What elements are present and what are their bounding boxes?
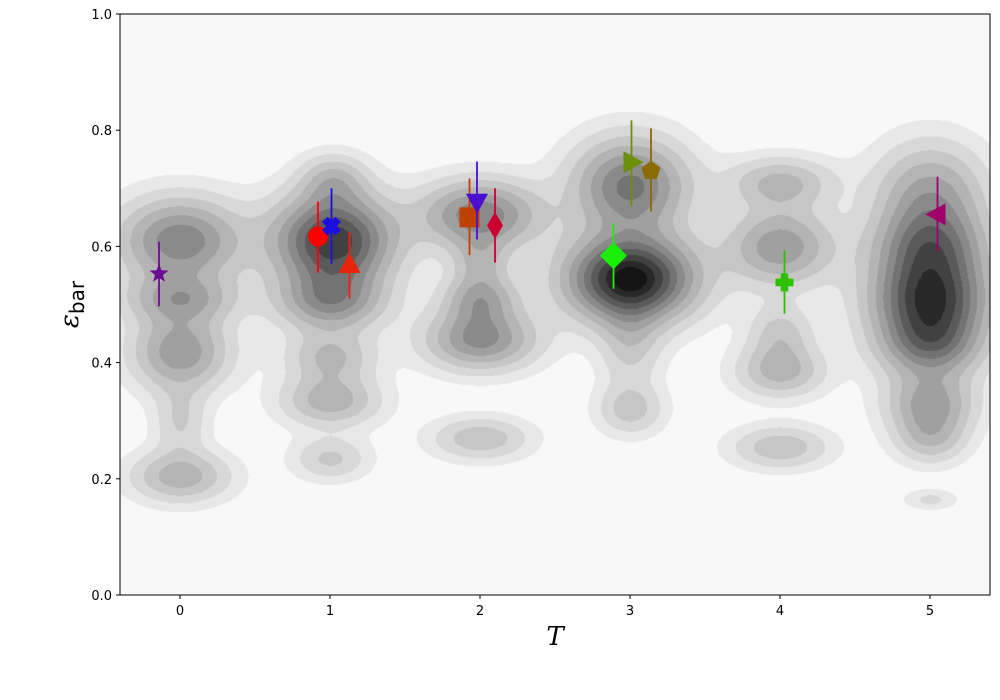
- marker-pentagon: [641, 160, 661, 179]
- marker-triangle-up: [338, 253, 361, 273]
- axis-ticks: 0 1 2 3 4 5 0.0 0.2 0.4 0.6 0.8 1.0: [91, 8, 934, 619]
- marker-triangle-right: [623, 151, 644, 174]
- x-tick-label: 3: [626, 604, 634, 619]
- marker-triangle-down: [466, 193, 488, 214]
- plot-frame: [119, 13, 991, 596]
- y-tick-label: 0.2: [91, 473, 112, 488]
- y-axis-label-sub: bar: [65, 280, 89, 314]
- marker-diamond: [600, 242, 627, 270]
- marker-x: [322, 216, 341, 236]
- x-tick-label: 1: [326, 604, 334, 619]
- marker-plus: [775, 273, 794, 292]
- marker-star: [149, 263, 169, 282]
- marker-triangle-left: [925, 203, 946, 226]
- x-tick-label: 4: [776, 604, 784, 619]
- x-tick-label: 2: [476, 604, 484, 619]
- x-tick-label: 5: [926, 604, 934, 619]
- y-tick-label: 1.0: [91, 8, 112, 23]
- density-contour-background: [120, 14, 990, 595]
- data-markers: [149, 120, 946, 314]
- marker-square: [459, 207, 480, 228]
- y-tick-label: 0.6: [91, 240, 112, 255]
- y-tick-label: 0.4: [91, 357, 112, 372]
- density-image: [120, 14, 990, 595]
- x-axis-label: T: [546, 622, 565, 652]
- x-tick-label: 0: [176, 604, 184, 619]
- marker-circle: [308, 226, 328, 247]
- y-tick-label: 0.8: [91, 124, 112, 139]
- marker-diamond-thin: [487, 212, 503, 239]
- y-axis-label: εbar: [55, 280, 89, 328]
- y-axis-label-main: ε: [55, 314, 85, 328]
- y-tick-label: 0.0: [91, 589, 112, 604]
